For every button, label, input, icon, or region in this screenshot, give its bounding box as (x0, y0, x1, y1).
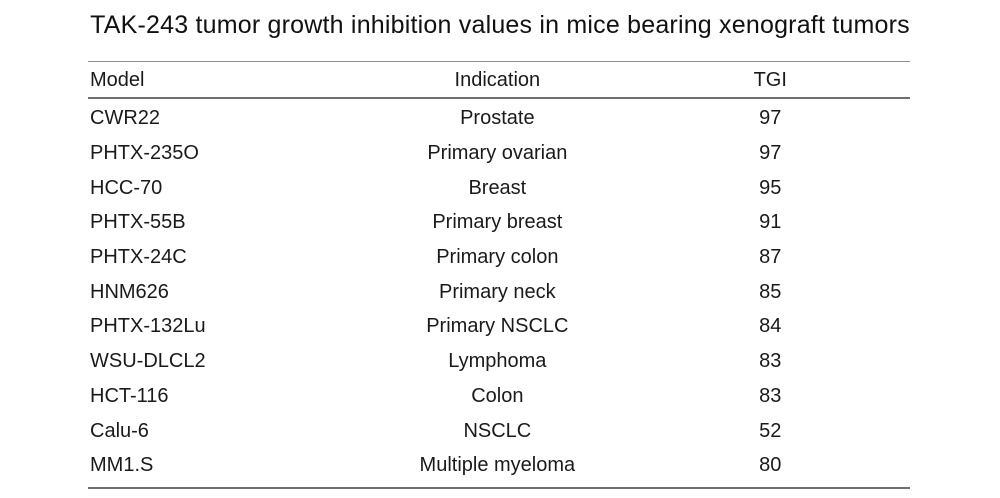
tgi-cell: 85 (759, 280, 782, 303)
table-row: CWR22 Prostate 97 (88, 101, 910, 136)
tgi-cell: 83 (759, 384, 782, 407)
indication-cell: NSCLC (463, 419, 532, 442)
model-cell: HCT-116 (90, 384, 169, 407)
column-header-model: Model (90, 68, 145, 91)
model-cell: WSU-DLCL2 (90, 350, 206, 373)
table-row: HNM626 Primary neck 85 (88, 274, 910, 309)
table-row: MM1.S Multiple myeloma 80 (88, 448, 910, 483)
table-header-row: Model Indication TGI (88, 61, 910, 99)
model-cell: PHTX-235O (90, 142, 199, 165)
table-row: WSU-DLCL2 Lymphoma 83 (88, 344, 910, 379)
table-row: PHTX-132Lu Primary NSCLC 84 (88, 309, 910, 344)
table-row: HCC-70 Breast 95 (88, 170, 910, 205)
column-header-indication: Indication (454, 68, 541, 91)
model-cell: MM1.S (90, 454, 154, 477)
model-cell: HNM626 (90, 280, 169, 303)
indication-cell: Primary NSCLC (426, 315, 569, 338)
indication-cell: Primary breast (432, 211, 563, 234)
table-row: PHTX-235O Primary ovarian 97 (88, 136, 910, 171)
table-row: PHTX-24C Primary colon 87 (88, 240, 910, 275)
model-cell: Calu-6 (90, 419, 149, 442)
table-row: Calu-6 NSCLC 52 (88, 413, 910, 448)
tgi-cell: 95 (759, 176, 782, 199)
column-header-tgi: TGI (753, 68, 787, 91)
tgi-table: Model Indication TGI CWR22 Prostate 97 PHTX… (88, 61, 910, 489)
table-body: CWR22 Prostate 97 PHTX-235O Primary ovarian 9… (88, 99, 910, 489)
table-row: HCT-116 Colon 83 (88, 379, 910, 414)
tgi-cell: 84 (759, 315, 782, 338)
indication-cell: Colon (471, 384, 524, 407)
indication-cell: Primary colon (436, 246, 559, 269)
tgi-cell: 91 (759, 211, 782, 234)
tgi-cell: 83 (759, 350, 782, 373)
indication-cell: Primary neck (438, 280, 556, 303)
tgi-cell: 80 (759, 454, 782, 477)
table-row: PHTX-55B Primary breast 91 (88, 205, 910, 240)
indication-cell: Lymphoma (448, 350, 547, 373)
indication-cell: Prostate (460, 107, 535, 130)
tgi-cell: 97 (759, 142, 782, 165)
indication-cell: Multiple myeloma (419, 454, 576, 477)
model-cell: CWR22 (90, 107, 161, 130)
figure-title: TAK-243 tumor growth inhibition values i… (90, 11, 910, 39)
tgi-cell: 87 (759, 246, 782, 269)
model-cell: PHTX-24C (90, 246, 187, 269)
tgi-cell: 52 (759, 419, 782, 442)
model-cell: PHTX-55B (90, 211, 186, 234)
indication-cell: Primary ovarian (427, 142, 568, 165)
tgi-cell: 97 (759, 107, 782, 130)
indication-cell: Breast (468, 176, 527, 199)
model-cell: PHTX-132Lu (90, 315, 206, 338)
model-cell: HCC-70 (90, 176, 163, 199)
